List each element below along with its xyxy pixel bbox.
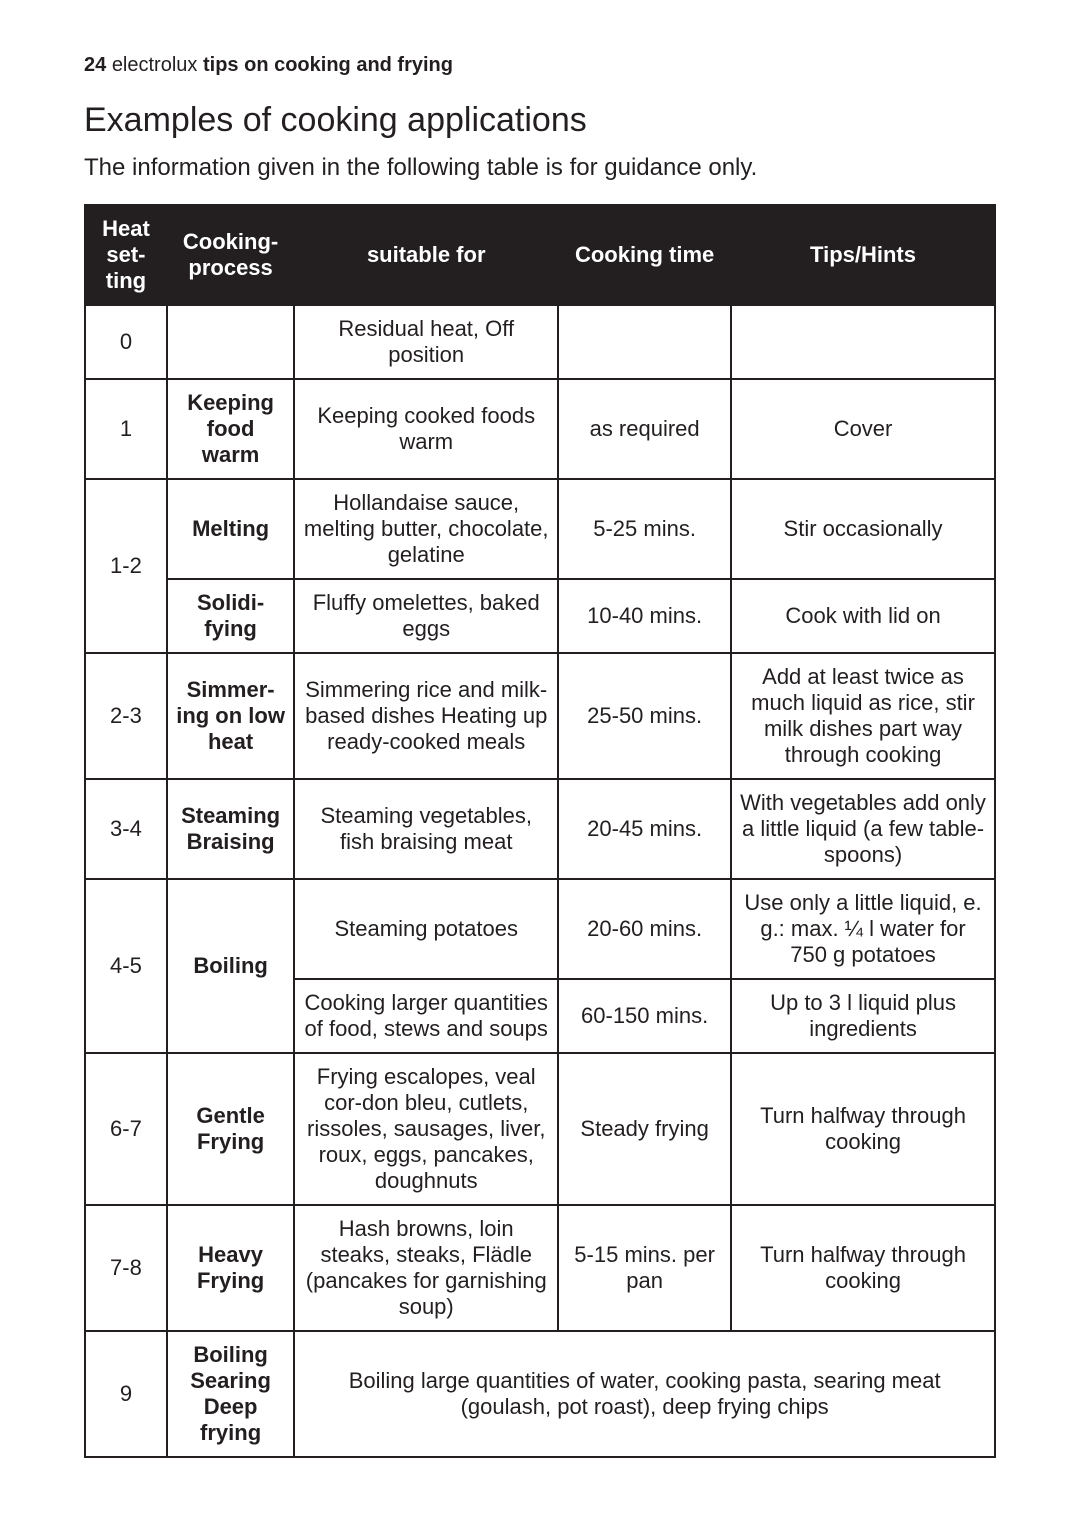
cell-time: 25-50 mins. [558,653,731,779]
table-row: 9 Boiling Searing Deep frying Boiling la… [85,1331,995,1457]
col-cooking-time: Cooking time [558,205,731,305]
cell-process [167,305,294,379]
table-row: 3-4 Steaming Braising Steaming vegetable… [85,779,995,879]
cell-process: Melting [167,479,294,579]
section-name: tips on cooking and frying [203,54,453,76]
cell-heat: 7-8 [85,1205,167,1331]
cell-heat: 1 [85,379,167,479]
cell-tips: Turn halfway through cooking [731,1205,995,1331]
cooking-table: Heat set-ting Cooking-process suitable f… [84,204,996,1458]
cell-time: Steady frying [558,1053,731,1205]
page-title: Examples of cooking applications [84,101,996,140]
cell-suitable: Cooking larger quantities of food, stews… [294,979,558,1053]
cell-suitable: Hollandaise sauce, melting butter, choco… [294,479,558,579]
cell-suitable: Simmering rice and milk-based dishes Hea… [294,653,558,779]
cell-process: Steaming Braising [167,779,294,879]
table-row: 6-7 Gentle Frying Frying escalopes, veal… [85,1053,995,1205]
table-header-row: Heat set-ting Cooking-process suitable f… [85,205,995,305]
table-row: 2-3 Simmer-ing on low heat Simmering ric… [85,653,995,779]
cell-suitable: Hash browns, loin steaks, steaks, Flädle… [294,1205,558,1331]
cell-process: Boiling Searing Deep frying [167,1331,294,1457]
cell-tips: Cook with lid on [731,579,995,653]
cell-time: as required [558,379,731,479]
cell-tips: Stir occasionally [731,479,995,579]
cell-process: Solidi-fying [167,579,294,653]
cell-heat: 1-2 [85,479,167,653]
cell-process: Keeping food warm [167,379,294,479]
cell-heat: 3-4 [85,779,167,879]
cell-tips: With vegetables add only a little liquid… [731,779,995,879]
cell-heat: 4-5 [85,879,167,1053]
cell-suitable: Keeping cooked foods warm [294,379,558,479]
cell-heat: 6-7 [85,1053,167,1205]
col-heat-setting: Heat set-ting [85,205,167,305]
cell-process: Simmer-ing on low heat [167,653,294,779]
table-row: 1-2 Melting Hollandaise sauce, melting b… [85,479,995,579]
cell-process: Gentle Frying [167,1053,294,1205]
cell-suitable: Steaming vegetables, fish braising meat [294,779,558,879]
cell-suitable: Fluffy omelettes, baked eggs [294,579,558,653]
cell-time: 5-25 mins. [558,479,731,579]
running-head: 24 electrolux tips on cooking and frying [84,54,996,77]
cell-suitable-wide: Boiling large quantities of water, cooki… [294,1331,995,1457]
table-row: 4-5 Boiling Steaming potatoes 20-60 mins… [85,879,995,979]
col-cooking-process: Cooking-process [167,205,294,305]
cell-tips: Add at least twice as much liquid as ric… [731,653,995,779]
cell-tips: Up to 3 l liquid plus ingredients [731,979,995,1053]
cell-suitable: Residual heat, Off position [294,305,558,379]
cell-tips: Turn halfway through cooking [731,1053,995,1205]
cell-time: 10-40 mins. [558,579,731,653]
cell-tips: Cover [731,379,995,479]
cell-suitable: Frying escalopes, veal cor-don bleu, cut… [294,1053,558,1205]
cell-time: 20-60 mins. [558,879,731,979]
table-row: 1 Keeping food warm Keeping cooked foods… [85,379,995,479]
intro-text: The information given in the following t… [84,154,996,182]
cell-process: Boiling [167,879,294,1053]
cell-suitable: Steaming potatoes [294,879,558,979]
cell-time: 60-150 mins. [558,979,731,1053]
table-row: 0 Residual heat, Off position [85,305,995,379]
table-row: Solidi-fying Fluffy omelettes, baked egg… [85,579,995,653]
cell-tips [731,305,995,379]
cell-tips: Use only a little liquid, e. g.: max. ¼ … [731,879,995,979]
cell-time: 5-15 mins. per pan [558,1205,731,1331]
col-tips-hints: Tips/Hints [731,205,995,305]
cell-heat: 9 [85,1331,167,1457]
cell-heat: 2-3 [85,653,167,779]
page-root: 24 electrolux tips on cooking and frying… [0,0,1080,1518]
cell-time [558,305,731,379]
cell-time: 20-45 mins. [558,779,731,879]
cell-process: Heavy Frying [167,1205,294,1331]
cell-heat: 0 [85,305,167,379]
brand-name: electrolux [112,54,198,76]
table-row: 7-8 Heavy Frying Hash browns, loin steak… [85,1205,995,1331]
col-suitable-for: suitable for [294,205,558,305]
page-number: 24 [84,54,106,76]
